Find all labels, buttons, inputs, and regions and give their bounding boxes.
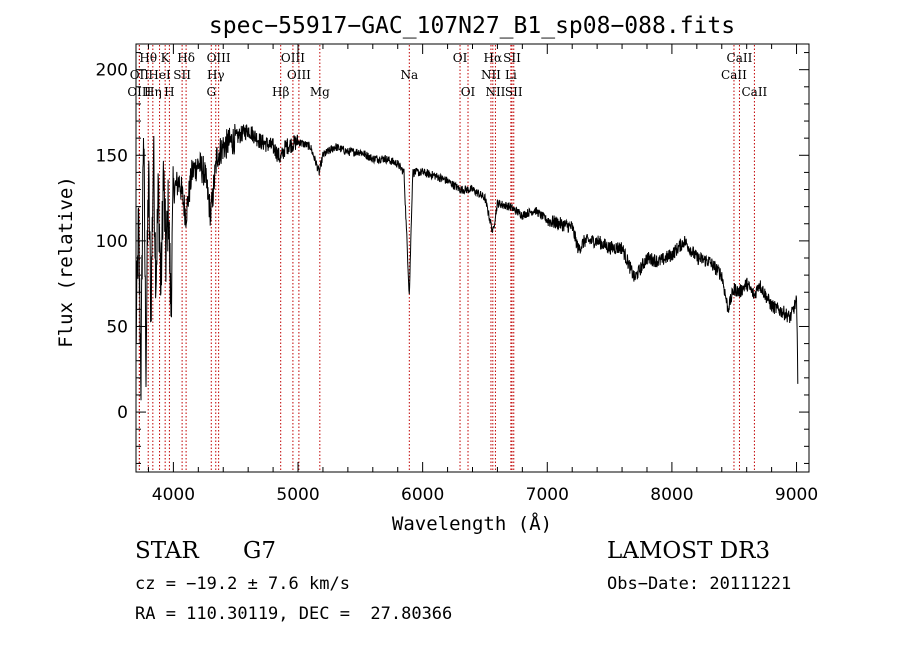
x-axis-label: Wavelength (Å): [392, 512, 552, 535]
flux-series-line: [135, 123, 799, 401]
spectral-line-label: CaII: [741, 85, 767, 99]
y-tick-label: 150: [96, 146, 128, 166]
spectral-line-label: Hη: [144, 85, 162, 99]
spectral-line-label: Hα: [484, 51, 503, 65]
x-tick-label: 7000: [526, 485, 569, 505]
spectral-line-label: K: [161, 51, 171, 65]
x-tick-label: 4000: [152, 485, 195, 505]
spectral-line-label: Li: [505, 68, 517, 82]
spectral-line-label: OIII: [287, 68, 311, 82]
spectral-line-label: OIII: [127, 85, 151, 99]
spectral-line-label: OI: [461, 85, 476, 99]
spectral-line-label: OIII: [207, 51, 231, 65]
x-tick-label: 5000: [276, 485, 319, 505]
spectral-line-label: OI: [453, 51, 468, 65]
spectral-line-label: OIII: [281, 51, 305, 65]
spectral-line-label: HeI: [148, 68, 171, 82]
spectral-line-label: OII: [130, 68, 150, 82]
axis-ticks: [136, 44, 809, 472]
spectral-line-label: Hθ: [139, 51, 157, 65]
flux-series-group: [135, 123, 799, 401]
object-class: STAR: [135, 538, 199, 564]
y-tick-label: 200: [96, 61, 128, 81]
chart-title: spec−55917−GAC_107N27_B1_sp08−088.fits: [209, 13, 735, 39]
object-subclass: G7: [243, 538, 277, 564]
survey-name: LAMOST DR3: [607, 538, 771, 564]
spectral-line-label: CaII: [727, 51, 753, 65]
spectral-line-label: SII: [173, 68, 191, 82]
spectral-line-label: G: [206, 85, 216, 99]
spectral-line-label: Hδ: [177, 51, 195, 65]
redshift-readout: cz = −19.2 ± 7.6 km/s: [135, 574, 350, 594]
x-tick-label: 8000: [650, 485, 693, 505]
x-tick-label: 9000: [775, 485, 818, 505]
y-tick-label: 50: [106, 317, 128, 337]
plot-frame: [135, 43, 810, 473]
spectral-line-label: H: [164, 85, 174, 99]
coordinates-readout: RA = 110.30119, DEC = 27.80366: [135, 604, 453, 624]
y-axis-label: Flux (relative): [55, 176, 77, 348]
spectral-line-label: Mg: [310, 85, 330, 99]
x-tick-label: 6000: [401, 485, 444, 505]
spectral-lines-group: [138, 45, 755, 471]
y-tick-label: 100: [96, 232, 128, 252]
spectral-line-label: NII: [481, 68, 501, 82]
observation-date: Obs−Date: 20111221: [607, 574, 792, 594]
spectral-line-label: SII: [503, 51, 521, 65]
spectral-line-label: NII: [485, 85, 505, 99]
spectral-line-label: Hγ: [207, 68, 225, 82]
spectral-line-label: Hβ: [272, 85, 289, 99]
spectral-line-label: CaII: [721, 68, 747, 82]
y-tick-label: 0: [117, 403, 128, 423]
spectral-line-label: Na: [400, 68, 418, 82]
axis-tick-labels: 4000 5000 6000 7000 8000 9000 0 50 100 150 200: [96, 61, 819, 505]
spectral-line-label: SII: [505, 85, 523, 99]
spectral-line-labels: Hθ OII OIII K Hη HeI H SII Hδ OIII Hγ G Hβ OIII OIII Mg…: [127, 51, 767, 99]
